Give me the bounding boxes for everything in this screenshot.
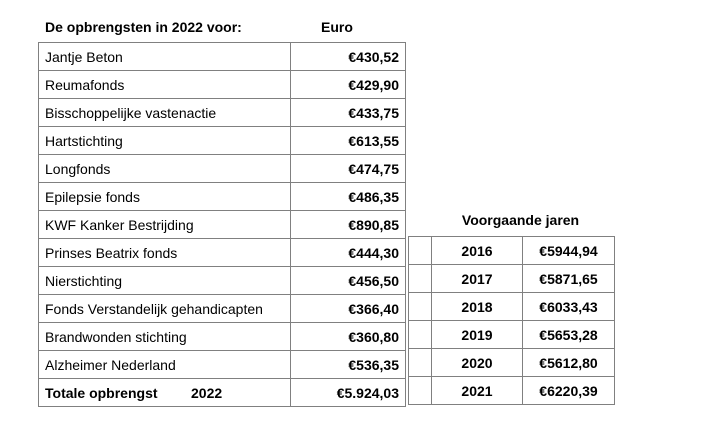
- total-year: 2022: [191, 384, 223, 401]
- table-row: Reumafonds €429,90: [38, 70, 406, 99]
- amount-cell: €613,55: [290, 126, 406, 155]
- main-table-header: De opbrengsten in 2022 voor: Euro: [38, 13, 391, 41]
- table-row: 2021 €6220,39: [408, 376, 615, 405]
- amount-cell: €536,35: [290, 350, 406, 379]
- total-amount-cell: €5.924,03: [290, 378, 406, 407]
- table-row: Fonds Verstandelijk gehandicapten €366,4…: [38, 294, 406, 323]
- year-cell: 2017: [431, 264, 523, 293]
- charity-name-cell: Brandwonden stichting: [38, 322, 291, 351]
- total-label-cell: Totale opbrengst 2022: [38, 378, 291, 407]
- amount-cell: €456,50: [290, 266, 406, 295]
- charity-name-cell: Bisschoppelijke vastenactie: [38, 98, 291, 127]
- table-row: Jantje Beton €430,52: [38, 42, 406, 71]
- table-row: Prinses Beatrix fonds €444,30: [38, 238, 406, 267]
- amount-cell: €5653,28: [522, 320, 615, 349]
- table-row: Alzheimer Nederland €536,35: [38, 350, 406, 379]
- total-row: Totale opbrengst 2022 €5.924,03: [38, 378, 406, 407]
- charity-name-cell: Longfonds: [38, 154, 291, 183]
- table-row: Brandwonden stichting €360,80: [38, 322, 406, 351]
- amount-cell: €890,85: [290, 210, 406, 239]
- year-cell: 2021: [431, 376, 523, 405]
- charity-name-cell: Prinses Beatrix fonds: [38, 238, 291, 267]
- amount-cell: €474,75: [290, 154, 406, 183]
- spacer-cell: [408, 320, 432, 349]
- table-row: KWF Kanker Bestrijding €890,85: [38, 210, 406, 239]
- table-row: 2017 €5871,65: [408, 264, 615, 293]
- table-row: Epilepsie fonds €486,35: [38, 182, 406, 211]
- amount-cell: €6220,39: [522, 376, 615, 405]
- charity-name-cell: Epilepsie fonds: [38, 182, 291, 211]
- charity-name-cell: Hartstichting: [38, 126, 291, 155]
- year-cell: 2019: [431, 320, 523, 349]
- total-label: Totale opbrengst: [45, 384, 158, 401]
- table-row: Nierstichting €456,50: [38, 266, 406, 295]
- amount-cell: €486,35: [290, 182, 406, 211]
- amount-cell: €430,52: [290, 42, 406, 71]
- table-row: Hartstichting €613,55: [38, 126, 406, 155]
- charity-name-cell: Reumafonds: [38, 70, 291, 99]
- spacer-cell: [408, 348, 432, 377]
- table-row: Longfonds €474,75: [38, 154, 406, 183]
- charity-name-cell: Nierstichting: [38, 266, 291, 295]
- amount-cell: €5871,65: [522, 264, 615, 293]
- amount-cell: €5944,94: [522, 236, 615, 265]
- charity-name-cell: KWF Kanker Bestrijding: [38, 210, 291, 239]
- amount-cell: €6033,43: [522, 292, 615, 321]
- euro-column-header: Euro: [321, 19, 353, 35]
- charity-name-cell: Jantje Beton: [38, 42, 291, 71]
- amount-cell: €360,80: [290, 322, 406, 351]
- table-row: Bisschoppelijke vastenactie €433,75: [38, 98, 406, 127]
- amount-cell: €433,75: [290, 98, 406, 127]
- spacer-cell: [408, 292, 432, 321]
- amount-cell: €444,30: [290, 238, 406, 267]
- charity-name-cell: Alzheimer Nederland: [38, 350, 291, 379]
- amount-cell: €429,90: [290, 70, 406, 99]
- main-table-title: De opbrengsten in 2022 voor:: [45, 19, 242, 35]
- year-cell: 2018: [431, 292, 523, 321]
- amount-cell: €366,40: [290, 294, 406, 323]
- spacer-cell: [408, 236, 432, 265]
- table-row: 2020 €5612,80: [408, 348, 615, 377]
- amount-cell: €5612,80: [522, 348, 615, 377]
- spacer-cell: [408, 376, 432, 405]
- year-cell: 2016: [431, 236, 523, 265]
- previous-years-table: 2016 €5944,94 2017 €5871,65 2018 €6033,4…: [408, 236, 615, 405]
- charity-name-cell: Fonds Verstandelijk gehandicapten: [38, 294, 291, 323]
- spacer-cell: [408, 264, 432, 293]
- table-row: 2016 €5944,94: [408, 236, 615, 265]
- table-row: 2018 €6033,43: [408, 292, 615, 321]
- table-row: 2019 €5653,28: [408, 320, 615, 349]
- previous-years-title: Voorgaande jaren: [461, 212, 580, 228]
- proceeds-table: Jantje Beton €430,52 Reumafonds €429,90 …: [38, 42, 406, 407]
- year-cell: 2020: [431, 348, 523, 377]
